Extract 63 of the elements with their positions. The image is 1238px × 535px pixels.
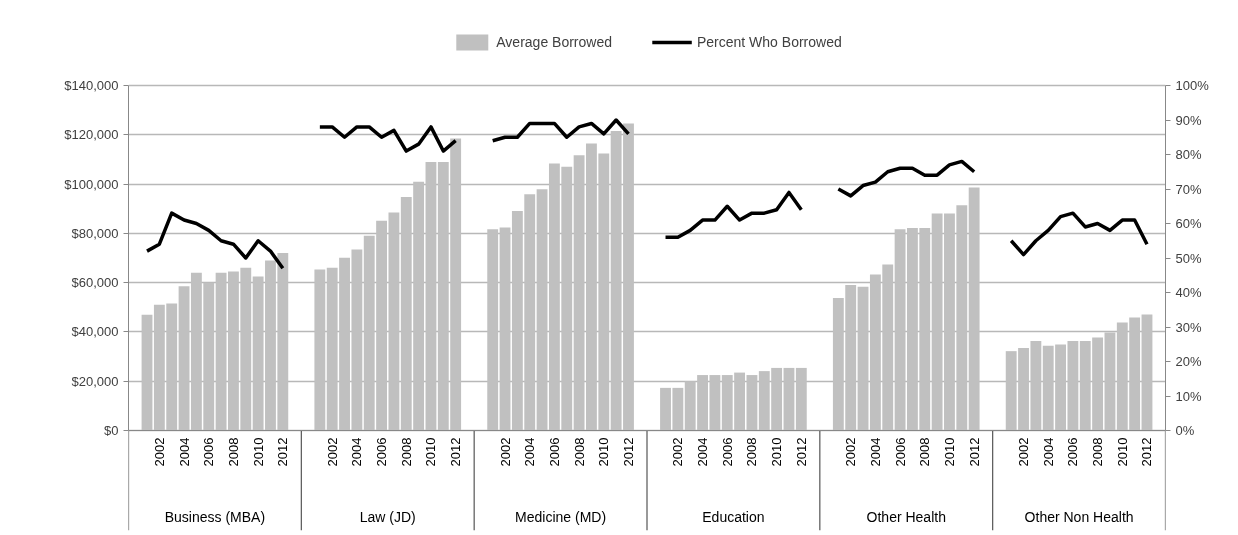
x-tick-label: 2002 bbox=[497, 437, 513, 467]
x-tick-label: 2010 bbox=[1114, 437, 1130, 467]
x-tick-label: 2012 bbox=[793, 437, 809, 467]
y-tick-label: $80,000 bbox=[71, 225, 119, 241]
x-tick-label: 2006 bbox=[374, 437, 390, 467]
y2-tick-label: 20% bbox=[1175, 354, 1202, 369]
legend-label: Average Borrowed bbox=[496, 34, 612, 50]
x-tick-label: 2002 bbox=[151, 437, 167, 467]
x-tick-label: 2008 bbox=[1090, 437, 1106, 467]
text: Education bbox=[702, 508, 765, 525]
x-tick-label: 2010 bbox=[250, 437, 266, 467]
x-tick-label: 2002 bbox=[324, 437, 340, 467]
x-tick-label: 2006 bbox=[201, 437, 217, 467]
y2-tick-label: 90% bbox=[1175, 112, 1202, 128]
x-tick-label: 2002 bbox=[670, 437, 686, 467]
x-tick-label: 2004 bbox=[867, 437, 883, 467]
text: Other Health bbox=[866, 508, 946, 525]
y-tick-label: $140,000 bbox=[64, 78, 119, 93]
y2-tick-label: 50% bbox=[1175, 250, 1202, 266]
y-tick-label: $0 bbox=[104, 423, 119, 438]
x-tick-label: 2006 bbox=[546, 437, 562, 467]
x-tick-label: 2012 bbox=[448, 437, 464, 467]
x-tick-label: 2008 bbox=[917, 437, 933, 467]
x-tick-label: 2002 bbox=[1016, 437, 1032, 467]
x-tick-label: 2004 bbox=[1040, 437, 1056, 467]
y2-tick-label: 40% bbox=[1175, 285, 1202, 300]
y2-tick-label: 30% bbox=[1175, 319, 1202, 335]
x-tick-label: 2004 bbox=[522, 437, 538, 467]
x-tick-label: 2010 bbox=[769, 437, 785, 467]
y2-tick-label: 60% bbox=[1175, 216, 1202, 231]
y2-tick-label: 100% bbox=[1175, 78, 1210, 93]
x-tick-label: 2008 bbox=[225, 437, 241, 467]
text: Other Non Health bbox=[1024, 508, 1134, 525]
x-tick-label: 2010 bbox=[423, 437, 439, 467]
text: Law (JD) bbox=[359, 508, 416, 525]
y-tick-label: $40,000 bbox=[71, 324, 119, 340]
x-tick-label: 2004 bbox=[695, 437, 711, 467]
x-tick-label: 2010 bbox=[596, 437, 612, 467]
y2-tick-label: 0% bbox=[1175, 423, 1195, 438]
x-tick-label: 2006 bbox=[719, 437, 735, 467]
y-tick-label: $20,000 bbox=[71, 373, 119, 389]
y2-tick-label: 10% bbox=[1175, 388, 1202, 404]
x-tick-label: 2002 bbox=[843, 437, 859, 467]
x-tick-label: 2012 bbox=[966, 437, 982, 467]
y-tick-label: $120,000 bbox=[64, 127, 119, 143]
y2-tick-label: 80% bbox=[1175, 147, 1202, 162]
x-tick-label: 2006 bbox=[1065, 437, 1081, 467]
legend-label: Percent Who Borrowed bbox=[696, 34, 842, 50]
x-tick-label: 2008 bbox=[744, 437, 760, 467]
x-tick-label: 2004 bbox=[176, 437, 192, 467]
x-tick-label: 2008 bbox=[398, 437, 414, 467]
text: Business (MBA) bbox=[164, 508, 266, 525]
x-tick-label: 2010 bbox=[941, 437, 957, 467]
x-tick-label: 2006 bbox=[892, 437, 908, 467]
y2-tick-label: 70% bbox=[1175, 181, 1202, 197]
x-tick-label: 2012 bbox=[275, 437, 291, 467]
y-tick-label: $60,000 bbox=[71, 275, 119, 291]
y-tick-label: $100,000 bbox=[64, 176, 119, 192]
x-tick-label: 2012 bbox=[1139, 437, 1155, 467]
x-tick-label: 2004 bbox=[349, 437, 365, 467]
text: Medicine (MD) bbox=[515, 508, 607, 525]
x-tick-label: 2008 bbox=[571, 437, 587, 467]
x-tick-label: 2012 bbox=[620, 437, 636, 467]
